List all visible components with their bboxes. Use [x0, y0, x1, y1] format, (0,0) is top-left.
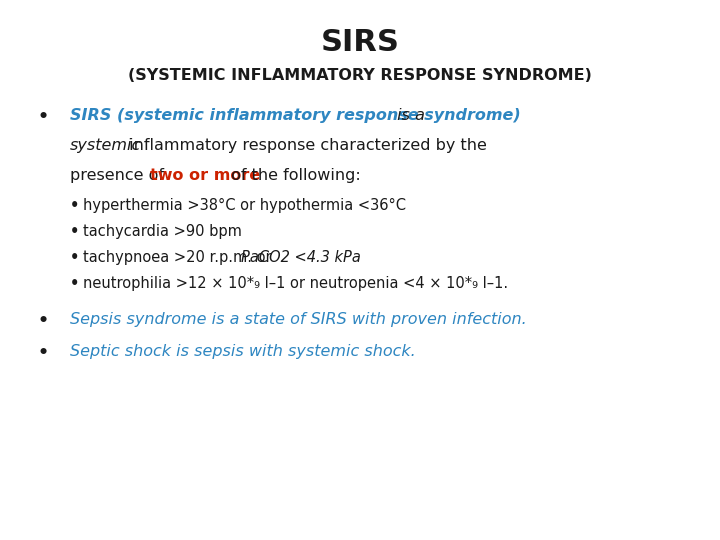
Text: (SYSTEMIC INFLAMMATORY RESPONSE SYNDROME): (SYSTEMIC INFLAMMATORY RESPONSE SYNDROME…: [128, 68, 592, 83]
Text: is a: is a: [392, 108, 425, 123]
Text: systemic: systemic: [70, 138, 141, 153]
Text: of the following:: of the following:: [226, 168, 361, 183]
Text: presence of: presence of: [70, 168, 169, 183]
Text: neutrophilia >12 × 10*₉ l–1 or neutropenia <4 × 10*₉ l–1.: neutrophilia >12 × 10*₉ l–1 or neutropen…: [83, 276, 508, 291]
Text: •: •: [38, 312, 49, 330]
Text: hyperthermia >38°C or hypothermia <36°C: hyperthermia >38°C or hypothermia <36°C: [83, 198, 406, 213]
Text: SIRS: SIRS: [320, 28, 400, 57]
Text: •: •: [70, 250, 79, 265]
Text: two or more: two or more: [150, 168, 260, 183]
Text: •: •: [70, 224, 79, 239]
Text: Septic shock is sepsis with systemic shock.: Septic shock is sepsis with systemic sho…: [70, 344, 415, 359]
Text: inflammatory response characterized by the: inflammatory response characterized by t…: [124, 138, 487, 153]
Text: •: •: [70, 198, 79, 213]
Text: •: •: [38, 108, 49, 126]
Text: PaCO2 <4.3 kPa: PaCO2 <4.3 kPa: [241, 250, 361, 265]
Text: •: •: [38, 344, 49, 362]
Text: •: •: [70, 276, 79, 291]
Text: tachypnoea >20 r.p.m. or: tachypnoea >20 r.p.m. or: [83, 250, 276, 265]
Text: tachycardia >90 bpm: tachycardia >90 bpm: [83, 224, 242, 239]
Text: Sepsis syndrome is a state of SIRS with proven infection.: Sepsis syndrome is a state of SIRS with …: [70, 312, 527, 327]
Text: SIRS (systemic inflammatory response syndrome): SIRS (systemic inflammatory response syn…: [70, 108, 521, 123]
